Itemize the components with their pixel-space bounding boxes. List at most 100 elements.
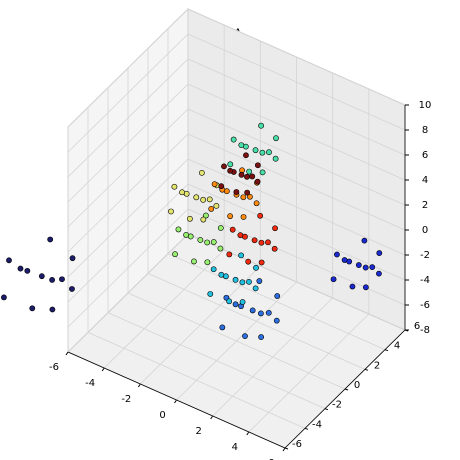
x-tick-label: 2 [195, 426, 201, 437]
point [254, 178, 261, 185]
tick-mark [284, 447, 289, 450]
point [211, 181, 218, 188]
point [265, 239, 271, 246]
grid-line [87, 331, 306, 429]
point [1, 294, 7, 301]
z-tick-label: 8 [422, 125, 428, 136]
point [213, 202, 220, 209]
point [273, 135, 279, 142]
point [49, 306, 56, 313]
point [257, 310, 264, 317]
point [330, 276, 337, 283]
point [210, 266, 217, 273]
point [69, 255, 76, 262]
tick-mark [210, 415, 214, 420]
z-tick-label: 10 [419, 100, 432, 111]
point [253, 264, 259, 271]
point [362, 284, 369, 291]
point [171, 183, 178, 190]
point [226, 298, 233, 305]
point [179, 189, 185, 196]
grid-line [127, 292, 346, 390]
z-tick-label: -4 [420, 275, 430, 286]
point [252, 285, 259, 292]
point [232, 276, 239, 283]
point [232, 301, 239, 308]
point [218, 183, 225, 190]
point [258, 259, 265, 266]
point [218, 271, 225, 278]
axis-line [284, 329, 406, 449]
y-tick-label: -4 [312, 419, 322, 430]
axis-line [67, 351, 286, 449]
z-tick-label: 6 [422, 150, 428, 161]
point [361, 237, 368, 244]
z-tick-label: 4 [422, 175, 428, 186]
point [49, 276, 56, 283]
point [227, 167, 234, 174]
point [249, 173, 256, 180]
grid-line [67, 133, 189, 253]
point [266, 149, 272, 156]
y-tick-label: -6 [292, 439, 302, 450]
point [259, 149, 266, 156]
point [240, 194, 247, 201]
tick-mark [384, 349, 389, 352]
point [24, 267, 31, 274]
point [376, 270, 382, 277]
point [252, 147, 259, 154]
point [257, 212, 264, 219]
grid-line [67, 58, 189, 178]
point [217, 245, 224, 252]
point [272, 225, 278, 232]
grid-line [67, 183, 189, 303]
tick-mark [364, 368, 369, 371]
point [247, 193, 253, 200]
grid-line [67, 208, 189, 328]
point [240, 214, 247, 220]
point [217, 225, 224, 231]
point [227, 161, 234, 168]
point [251, 237, 258, 244]
point [29, 305, 36, 312]
point [210, 239, 217, 245]
grid-line [107, 312, 326, 410]
grid-line [187, 208, 406, 306]
point [362, 264, 369, 271]
tick-mark [344, 388, 349, 391]
point [245, 258, 252, 265]
point [229, 226, 236, 233]
grid-line [187, 58, 406, 156]
point [197, 237, 204, 243]
y-tick-label: 2 [374, 360, 380, 371]
y-tick-label: 0 [354, 380, 360, 391]
y-tick-label: -2 [332, 400, 342, 411]
point [187, 215, 193, 222]
grid-line [67, 83, 189, 203]
point [227, 213, 234, 220]
point [246, 278, 252, 285]
point [238, 171, 245, 178]
point [230, 136, 237, 143]
grid-line [187, 133, 406, 231]
point [69, 286, 75, 292]
tick-mark [101, 367, 105, 372]
point [249, 307, 256, 314]
tick-mark [304, 427, 309, 430]
point [208, 205, 215, 212]
tick-mark [246, 431, 250, 436]
point [272, 155, 279, 162]
tick-mark [282, 447, 286, 452]
x-tick-label: -6 [49, 362, 59, 373]
tick-mark [324, 408, 329, 411]
y-tick-label: 6 [414, 321, 420, 332]
point [198, 169, 205, 176]
tick-mark [65, 351, 69, 356]
point [369, 264, 376, 271]
point [200, 216, 207, 223]
grid-line [67, 33, 189, 153]
x-tick-label: -4 [85, 378, 95, 389]
point [219, 324, 226, 331]
point [334, 251, 340, 258]
point [200, 196, 207, 203]
